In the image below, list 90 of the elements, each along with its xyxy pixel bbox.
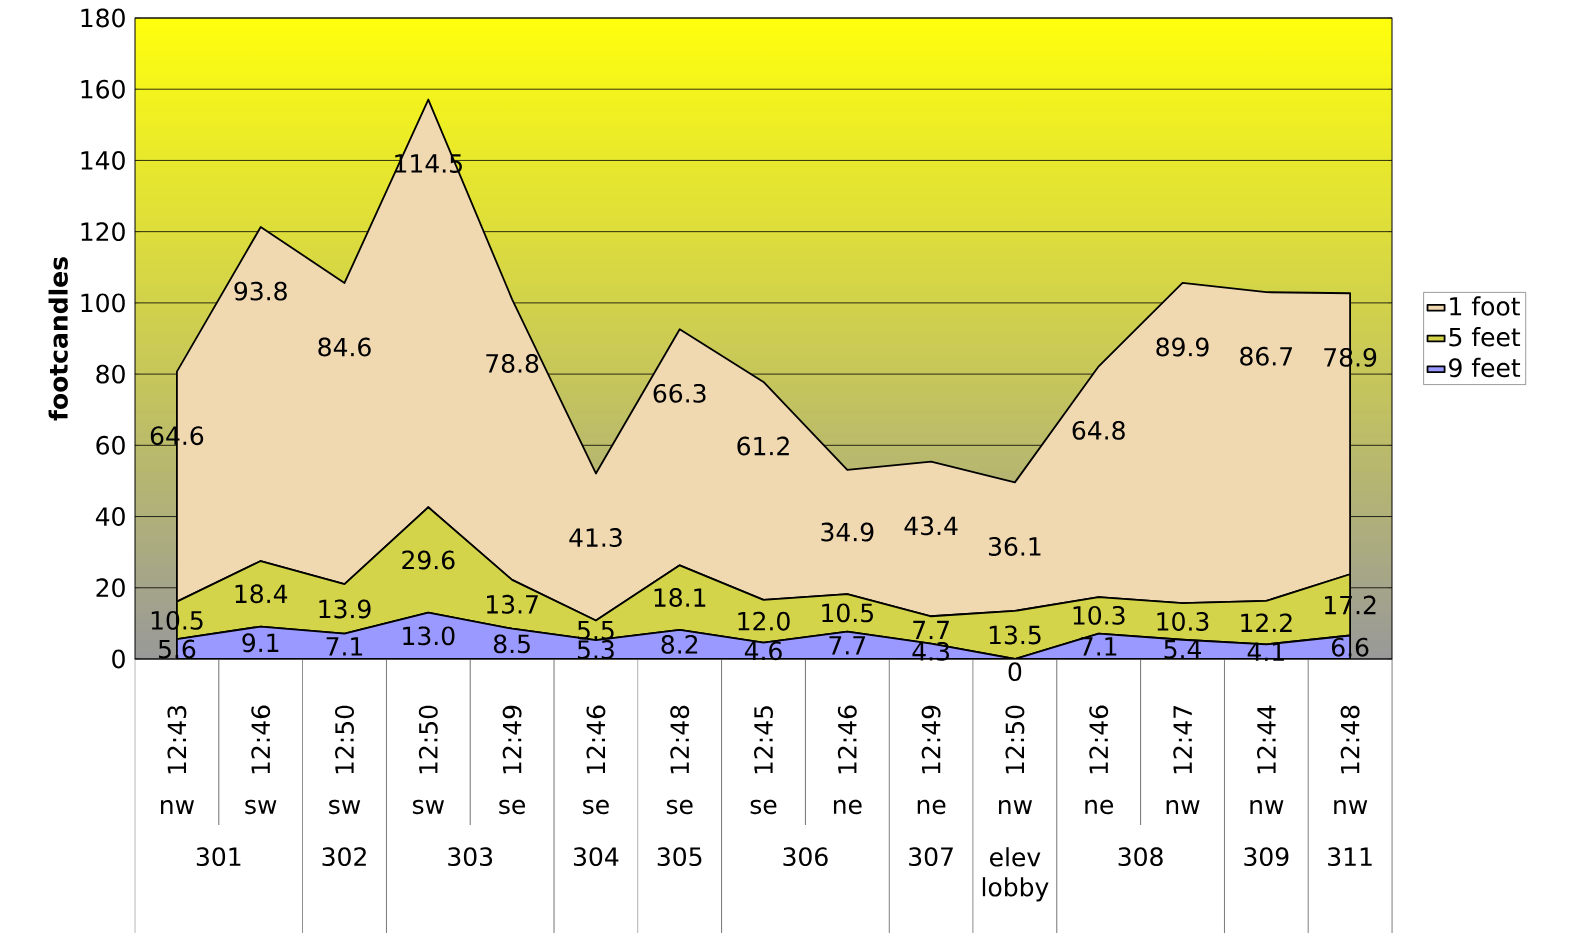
data-label: 0 bbox=[1008, 662, 1022, 682]
text: se bbox=[499, 799, 525, 815]
data-label: 8.2 bbox=[661, 634, 698, 654]
data-label: 13.5 bbox=[989, 625, 1041, 645]
data-label: 7.1 bbox=[1080, 637, 1117, 656]
x-tick-label: 12:49 bbox=[921, 705, 941, 774]
data-label: 36.1 bbox=[988, 537, 1041, 556]
x-tick-label: 12:46 bbox=[837, 705, 857, 774]
y-tick-label: 0 bbox=[112, 649, 125, 669]
x-tick-label: 12:50 bbox=[335, 705, 354, 774]
data-label: 18.1 bbox=[654, 588, 706, 608]
data-label: 7.7 bbox=[913, 620, 949, 640]
text: nw bbox=[161, 799, 195, 814]
data-label: 9.1 bbox=[242, 633, 279, 653]
x-tick-label: 12:48 bbox=[1340, 705, 1360, 774]
y-tick-label: 40 bbox=[95, 507, 125, 527]
text: ne bbox=[1085, 799, 1113, 815]
text: se bbox=[750, 799, 777, 815]
text: elev lobby bbox=[982, 847, 1049, 902]
text: sw bbox=[329, 799, 361, 815]
data-label: 12.2 bbox=[1241, 613, 1292, 632]
text: 311 bbox=[1328, 847, 1372, 867]
x-tick-label: 12:49 bbox=[502, 705, 522, 774]
data-label: 10.3 bbox=[1073, 605, 1125, 625]
data-label: 7.7 bbox=[829, 636, 866, 655]
x-tick-label: 12:50 bbox=[1005, 705, 1025, 774]
data-label: 93.8 bbox=[234, 281, 287, 301]
legend-label: 1 foot bbox=[1450, 296, 1520, 316]
data-label: 7.1 bbox=[326, 637, 363, 656]
data-label: 5.6 bbox=[158, 639, 196, 659]
text: 301 bbox=[196, 847, 241, 867]
data-label: 13.0 bbox=[403, 626, 455, 646]
data-label: 13.9 bbox=[319, 599, 371, 619]
text: sw bbox=[412, 799, 444, 815]
data-label: 29.6 bbox=[402, 550, 455, 570]
y-tick-label: 80 bbox=[96, 364, 125, 384]
text: 304 bbox=[573, 847, 619, 867]
data-label: 8.5 bbox=[493, 634, 530, 654]
text: 309 bbox=[1244, 847, 1289, 867]
text: nw bbox=[1334, 799, 1368, 814]
y-tick-label: 160 bbox=[81, 79, 125, 99]
data-label: 41.3 bbox=[569, 528, 622, 548]
data-label: 6.6 bbox=[1331, 637, 1369, 657]
text: se bbox=[666, 799, 693, 815]
data-label: 10.3 bbox=[1157, 611, 1209, 631]
data-label: 5.4 bbox=[1164, 640, 1201, 659]
x-tick-label: 12:50 bbox=[418, 705, 438, 774]
x-tick-label: 12:44 bbox=[1257, 705, 1276, 774]
y-tick-label: 180 bbox=[81, 8, 125, 28]
data-label: 13.7 bbox=[487, 594, 538, 614]
y-tick-label: 20 bbox=[96, 578, 125, 598]
x-tick-label: 12:43 bbox=[167, 705, 187, 774]
text: 308 bbox=[1118, 847, 1163, 867]
y-tick-label: 100 bbox=[81, 293, 125, 313]
data-label: 86.7 bbox=[1240, 346, 1292, 366]
data-label: 64.8 bbox=[1072, 420, 1125, 440]
text: 302 bbox=[322, 847, 366, 867]
data-label: 12.0 bbox=[738, 611, 790, 631]
text: 305 bbox=[657, 847, 702, 867]
legend-label: 5 feet bbox=[1449, 327, 1521, 347]
data-label: 18.4 bbox=[235, 584, 288, 604]
x-tick-label: 12:45 bbox=[754, 706, 773, 774]
text: nw bbox=[999, 799, 1033, 814]
legend-label: 9 feet bbox=[1449, 357, 1521, 378]
text: 306 bbox=[783, 847, 828, 867]
y-tick-label: 140 bbox=[81, 150, 125, 170]
data-label: 10.5 bbox=[822, 603, 873, 623]
data-label: 34.9 bbox=[821, 522, 874, 542]
data-label: 84.6 bbox=[318, 337, 371, 357]
text: sw bbox=[245, 799, 277, 815]
x-tick-label: 12:46 bbox=[251, 705, 271, 774]
text: ne bbox=[833, 799, 862, 815]
x-tick-label: 12:46 bbox=[586, 705, 606, 774]
x-tick-label: 12:48 bbox=[670, 705, 690, 774]
text: 307 bbox=[909, 847, 953, 867]
x-tick-label: 12:46 bbox=[1089, 705, 1109, 774]
data-label: 78.8 bbox=[486, 353, 539, 373]
y-axis-title: footcandles bbox=[48, 257, 68, 421]
data-label: 89.9 bbox=[1156, 337, 1209, 357]
y-tick-label: 120 bbox=[81, 222, 125, 242]
text: ne bbox=[917, 799, 946, 815]
x-tick-label: 12:47 bbox=[1173, 706, 1192, 774]
text: 303 bbox=[448, 847, 493, 867]
y-tick-label: 60 bbox=[96, 435, 125, 455]
text: se bbox=[583, 799, 609, 815]
text: nw bbox=[1166, 799, 1200, 814]
text: nw bbox=[1250, 799, 1284, 814]
data-label: 43.4 bbox=[904, 516, 958, 536]
data-label: 61.2 bbox=[737, 436, 789, 456]
data-label: 66.3 bbox=[653, 383, 706, 403]
